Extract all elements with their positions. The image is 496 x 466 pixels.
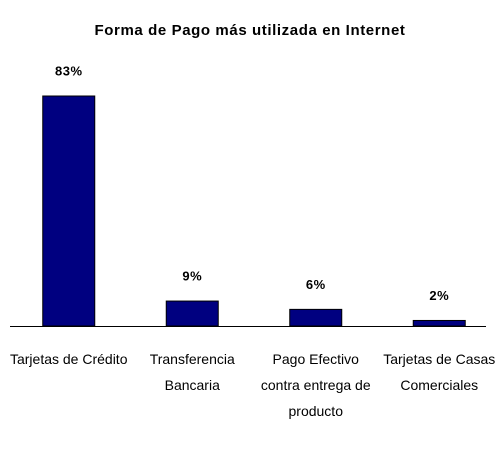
bar — [42, 95, 96, 327]
value-label: 6% — [306, 277, 326, 292]
x-tick-label: Tarjetas de Crédito — [9, 351, 128, 367]
bar — [289, 308, 343, 327]
value-label: 2% — [429, 288, 449, 303]
x-tick-label: Tarjetas de Casas Comerciales — [383, 351, 496, 393]
value-label: 83% — [55, 63, 83, 78]
x-tick-label: Transferencia Bancaria — [149, 351, 235, 393]
x-tick-label: Pago Efectivo contra entrega de producto — [260, 351, 371, 419]
bar — [412, 319, 466, 327]
value-label: 9% — [182, 268, 202, 283]
bar — [165, 300, 219, 327]
chart-title: Forma de Pago más utilizada en Internet — [95, 22, 406, 39]
